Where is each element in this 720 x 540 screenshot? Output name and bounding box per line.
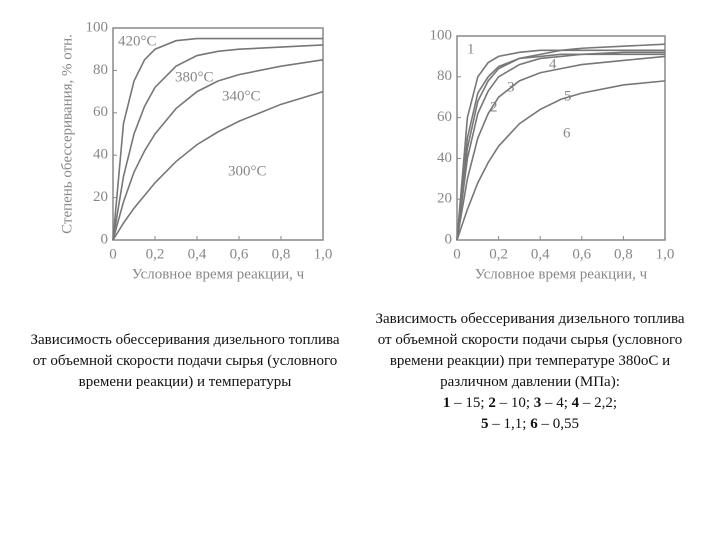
x-tick-label: 0,2 — [146, 246, 165, 262]
series-line — [456, 51, 665, 241]
caption-key: 1 – 15; 2 – 10; 3 – 4; 4 – 2,2; 5 – 1,1;… — [370, 393, 690, 435]
key-num: 5 — [481, 416, 489, 432]
x-axis-label: Условное время реакции, ч — [132, 266, 305, 282]
curve-label: 420°С — [118, 33, 157, 49]
key-text: – 1,1; — [492, 416, 527, 432]
curve-label: 380°С — [175, 69, 214, 85]
y-tick-label: 80 — [437, 68, 452, 84]
series-line — [456, 49, 665, 241]
y-tick-label: 0 — [445, 231, 453, 247]
y-tick-label: 0 — [101, 231, 109, 247]
plot-frame — [456, 35, 666, 241]
y-tick-label: 80 — [93, 62, 108, 78]
y-tick-label: 40 — [93, 147, 108, 163]
y-tick-label: 60 — [437, 109, 452, 125]
x-tick-label: 0,6 — [572, 246, 591, 262]
x-tick-label: 0,8 — [272, 246, 291, 262]
series-line — [112, 90, 324, 241]
caption-text: Зависимость обессеривания дизельного топ… — [375, 311, 685, 390]
y-tick-label: 100 — [430, 27, 453, 43]
series-line — [456, 43, 666, 241]
x-tick-label: 1,0 — [314, 246, 333, 262]
y-tick-label: 60 — [93, 104, 108, 120]
key-text: – 2,2; — [582, 395, 618, 411]
key-num: 6 — [530, 416, 538, 432]
x-tick-label: 0,6 — [230, 246, 249, 262]
x-tick-label: 1,0 — [656, 246, 675, 262]
x-axis-label: Условное время реакции, ч — [475, 266, 648, 282]
curve-label: 300°С — [228, 163, 267, 179]
series-line — [112, 37, 323, 241]
y-tick-label: 20 — [93, 189, 108, 205]
series-line — [456, 55, 666, 241]
x-tick-label: 0 — [453, 246, 461, 262]
y-tick-label: 20 — [437, 191, 452, 207]
curve-label: 4 — [549, 56, 557, 72]
curve-label: 340°С — [222, 88, 261, 104]
key-num: 1 — [442, 395, 451, 411]
key-text: – 15; — [454, 395, 485, 411]
key-num: 2 — [488, 395, 496, 411]
curve-label: 1 — [467, 41, 475, 57]
caption: Зависимость обессеривания дизельного топ… — [30, 332, 340, 390]
curve-label: 2 — [490, 99, 498, 115]
plot-frame — [112, 27, 324, 241]
y-axis-label: Степень обессеривания, % отн. — [59, 34, 75, 234]
x-tick-label: 0,4 — [531, 246, 550, 262]
y-tick-label: 100 — [86, 19, 109, 35]
series-line — [456, 80, 666, 241]
key-num: 3 — [533, 395, 542, 411]
series-line — [112, 44, 324, 241]
series-line — [112, 59, 324, 241]
x-tick-label: 0,2 — [489, 246, 508, 262]
key-num: 4 — [571, 395, 580, 411]
x-tick-label: 0,8 — [614, 246, 633, 262]
x-tick-label: 0,4 — [188, 246, 207, 262]
key-text: – 4; — [545, 395, 568, 411]
key-text: – 10; — [499, 395, 530, 411]
x-tick-label: 0 — [109, 246, 117, 262]
y-tick-label: 40 — [437, 150, 452, 166]
key-text: – 0,55 — [541, 416, 579, 432]
caption: Зависимость обессеривания дизельного топ… — [370, 309, 690, 435]
curve-label: 6 — [563, 125, 571, 141]
